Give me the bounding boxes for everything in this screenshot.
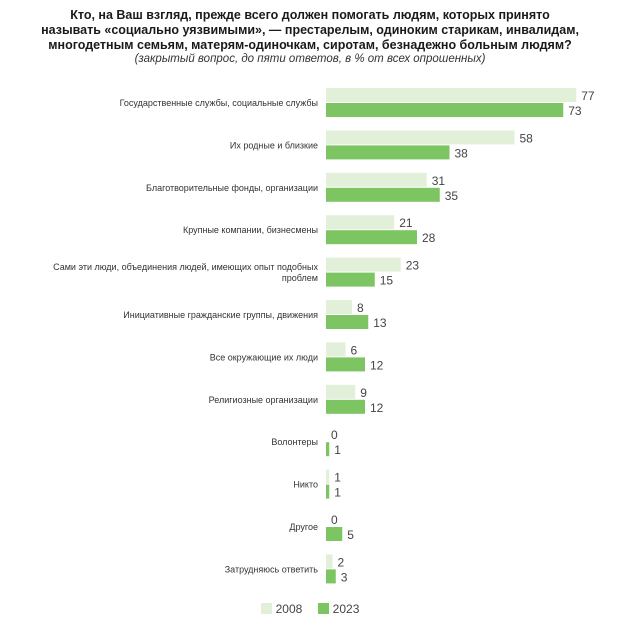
data-label-2023: 13 [373, 316, 387, 330]
data-label-2008: 9 [360, 386, 367, 400]
bar-2008 [326, 172, 427, 187]
data-label-2008: 0 [331, 513, 338, 527]
bar-2023 [326, 103, 564, 117]
category-label: Все окружающие их люди [210, 352, 318, 362]
category-label: Религиозные организации [209, 395, 318, 405]
legend-swatch-2023 [317, 603, 329, 614]
data-label-2023: 12 [370, 358, 384, 372]
data-label-2023: 28 [422, 231, 436, 245]
data-label-2008: 1 [334, 471, 341, 485]
bar-chart: Государственные службы, социальные служб… [53, 88, 595, 584]
data-label-2008: 58 [520, 131, 534, 145]
bar-2023 [326, 569, 336, 584]
bar-2008 [326, 300, 352, 314]
data-label-2023: 1 [334, 443, 341, 457]
category-label: Волонтеры [271, 437, 318, 447]
data-label-2023: 1 [334, 486, 341, 500]
bar-2023 [326, 230, 417, 245]
bar-2023 [326, 315, 369, 329]
bar-2008 [326, 469, 330, 484]
category-label: Никто [293, 480, 318, 490]
data-label-2023: 73 [568, 104, 582, 118]
category-label: Инициативные гражданские группы, движени… [123, 310, 318, 320]
bar-2008 [326, 88, 577, 102]
bar-2023 [326, 272, 375, 287]
bar-2008 [326, 257, 401, 272]
legend-label-2023: 2023 [332, 602, 360, 616]
bar-2023 [326, 442, 330, 457]
bar-2023 [326, 527, 343, 541]
data-label-2023: 15 [380, 274, 394, 288]
data-label-2008: 21 [399, 216, 413, 230]
chart-subtitle: (закрытый вопрос, до пяти ответов, в % о… [134, 53, 486, 65]
data-label-2008: 2 [338, 555, 345, 569]
bar-2008 [326, 130, 515, 145]
data-label-2023: 3 [341, 570, 348, 584]
data-label-2008: 23 [406, 259, 420, 273]
data-label-2008: 31 [432, 174, 446, 188]
title-line-3: многодетным семьям, матерям-одиночкам, с… [48, 38, 572, 52]
category-label: Благотворительные фонды, организации [146, 183, 318, 193]
legend-item-2008: 2008 [260, 602, 303, 616]
data-label-2008: 77 [581, 89, 595, 103]
category-label: Затрудняюсь ответить [225, 564, 319, 574]
legend-item-2023: 2023 [317, 602, 360, 616]
bar-2008 [326, 384, 356, 399]
bar-2023 [326, 145, 450, 160]
category-label: проблем [282, 273, 318, 283]
title-line-1: Кто, на Ваш взгляд, прежде всего должен … [70, 8, 550, 22]
bar-2008 [326, 554, 333, 569]
category-label: Государственные службы, социальные служб… [120, 98, 318, 108]
category-label: Другое [289, 522, 318, 532]
data-label-2023: 35 [445, 189, 459, 203]
title-line-2: называть «социально уязвимыми», — преста… [41, 23, 579, 37]
bar-2023 [326, 399, 365, 414]
legend: 2008 2023 [0, 602, 620, 616]
category-label: Их родные и близкие [230, 140, 318, 150]
category-label: Крупные компании, бизнесмены [183, 225, 318, 235]
data-label-2008: 0 [331, 428, 338, 442]
data-label-2023: 5 [347, 528, 354, 542]
data-label-2008: 8 [357, 301, 364, 315]
data-label-2023: 12 [370, 401, 384, 415]
chart-title: Кто, на Ваш взгляд, прежде всего должен … [20, 8, 600, 53]
bar-2008 [326, 215, 395, 230]
bar-2008 [326, 342, 346, 357]
bar-2023 [326, 187, 440, 202]
data-label-2008: 6 [351, 343, 358, 357]
data-label-2023: 38 [455, 146, 469, 160]
category-label: Сами эти люди, объединения людей, имеющи… [53, 262, 318, 272]
legend-swatch-2008 [260, 603, 272, 614]
legend-label-2008: 2008 [275, 602, 303, 616]
bar-2023 [326, 484, 330, 499]
bar-2023 [326, 357, 365, 372]
